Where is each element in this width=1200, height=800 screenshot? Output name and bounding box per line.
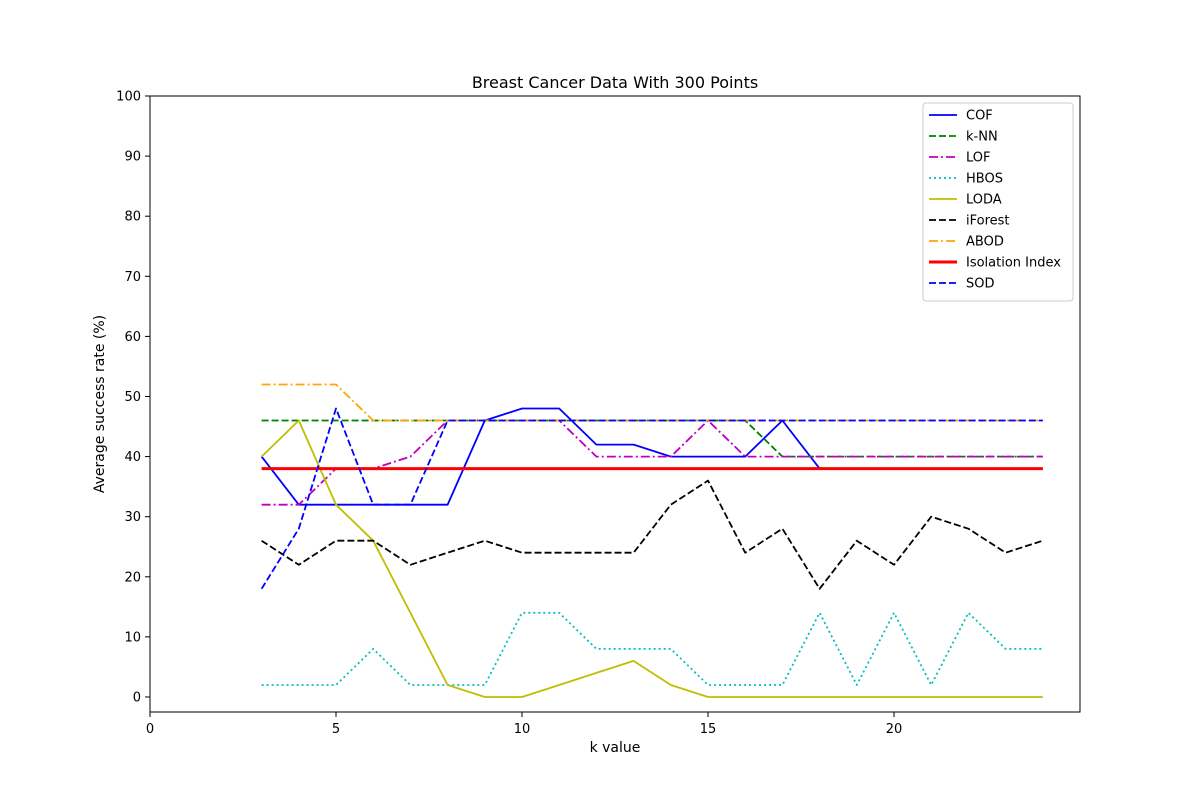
legend-label-iforest: iForest xyxy=(966,214,1010,229)
y-tick-label: 30 xyxy=(124,510,141,525)
x-tick-label: 15 xyxy=(700,722,717,737)
legend-label-isolation-index: Isolation Index xyxy=(966,256,1061,271)
x-tick-label: 10 xyxy=(514,722,531,737)
y-tick-label: 100 xyxy=(116,90,141,105)
series-line-loda xyxy=(260,419,1043,698)
legend-label-k-nn: k-NN xyxy=(966,130,998,145)
legend-label-hbos: HBOS xyxy=(966,172,1003,187)
legend-box xyxy=(922,102,1074,302)
y-tick-label: 70 xyxy=(124,270,141,285)
series-layer xyxy=(260,383,1044,698)
y-tick-label: 10 xyxy=(124,630,141,645)
legend-label-abod: ABOD xyxy=(966,235,1004,250)
y-tick-label: 50 xyxy=(124,390,141,405)
x-tick-label: 0 xyxy=(146,722,154,737)
x-axis: 0 5 10 15 20 xyxy=(146,712,902,737)
legend-label-sod: SOD xyxy=(966,277,995,292)
y-tick-label: 90 xyxy=(124,150,141,165)
y-tick-label: 80 xyxy=(124,210,141,225)
series-line-sod xyxy=(260,407,1043,590)
y-axis: 0 10 20 30 40 50 60 70 80 90 100 xyxy=(116,90,150,705)
plot-frame xyxy=(149,95,1081,713)
y-tick-label: 0 xyxy=(133,690,141,705)
legend-label-loda: LODA xyxy=(966,193,1002,208)
y-tick-label: 20 xyxy=(124,570,141,585)
x-tick-label: 5 xyxy=(332,722,340,737)
x-axis-label: k value xyxy=(590,740,641,756)
chart-title: Breast Cancer Data With 300 Points xyxy=(472,73,758,92)
series-line-iforest xyxy=(261,479,1044,590)
legend-label-lof: LOF xyxy=(966,151,991,166)
y-tick-label: 60 xyxy=(124,330,141,345)
x-tick-label: 20 xyxy=(886,722,903,737)
y-tick-label: 40 xyxy=(124,450,141,465)
series-line-lof xyxy=(261,419,1043,506)
legend: COF k-NN LOF HBOS LODA iForest ABOD Isolation I… xyxy=(922,102,1074,302)
y-axis-label: Average success rate (%) xyxy=(92,315,108,493)
legend-label-cof: COF xyxy=(966,109,993,124)
